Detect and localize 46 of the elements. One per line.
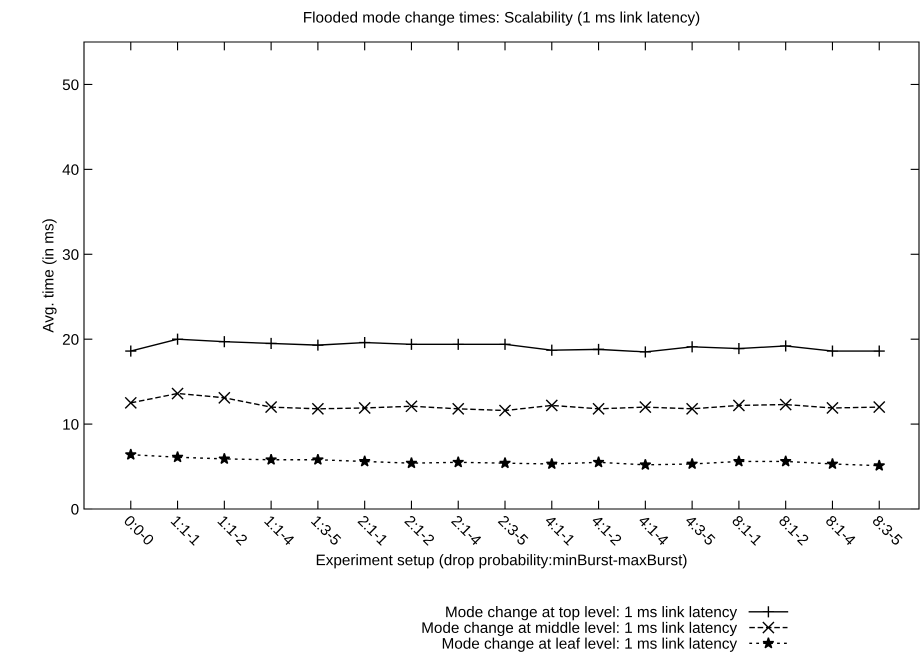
point <box>592 456 605 468</box>
point <box>312 402 324 416</box>
y-tick-label: 30 <box>62 249 79 260</box>
point <box>732 455 745 467</box>
point <box>826 402 839 414</box>
point <box>452 456 464 468</box>
point <box>358 402 371 414</box>
point <box>218 392 231 404</box>
point <box>312 454 324 465</box>
point <box>639 458 652 470</box>
point <box>172 450 184 462</box>
point <box>686 402 698 416</box>
point <box>872 400 886 414</box>
point <box>780 455 792 467</box>
point <box>124 396 138 410</box>
point <box>546 399 558 412</box>
y-tick-label: 0 <box>71 504 79 515</box>
point <box>873 459 886 471</box>
point <box>358 455 371 467</box>
legend-label: Mode change at leaf level: 1 ms link latency <box>442 638 738 652</box>
point <box>171 387 184 400</box>
point <box>546 458 558 470</box>
chart-title: Flooded mode change times: Scalability (1 ms link latency) <box>304 11 700 26</box>
point <box>405 456 418 468</box>
legend-label: Mode change at middle level: 1 ms link latency <box>422 622 738 636</box>
y-tick-label: 10 <box>63 418 79 430</box>
y-tick-label: 40 <box>62 164 79 176</box>
point <box>265 454 278 465</box>
point <box>732 399 746 412</box>
x-axis-title: Experiment setup (drop probability:minBurst-maxBurst) <box>316 554 687 568</box>
point <box>218 452 230 464</box>
y-tick-label: 20 <box>62 334 79 345</box>
point <box>498 404 512 417</box>
point <box>264 400 278 414</box>
point <box>592 402 605 416</box>
point <box>405 400 418 413</box>
point <box>499 456 511 468</box>
point <box>779 398 792 411</box>
y-axis-title: Avg. time (in ms) <box>42 219 57 333</box>
point <box>124 448 137 460</box>
point <box>639 400 652 414</box>
point <box>826 458 838 470</box>
point <box>686 458 698 470</box>
legend-label: Mode change at top level: 1 ms link latency <box>446 606 738 620</box>
y-tick-label: 50 <box>62 79 79 90</box>
point <box>452 402 464 416</box>
